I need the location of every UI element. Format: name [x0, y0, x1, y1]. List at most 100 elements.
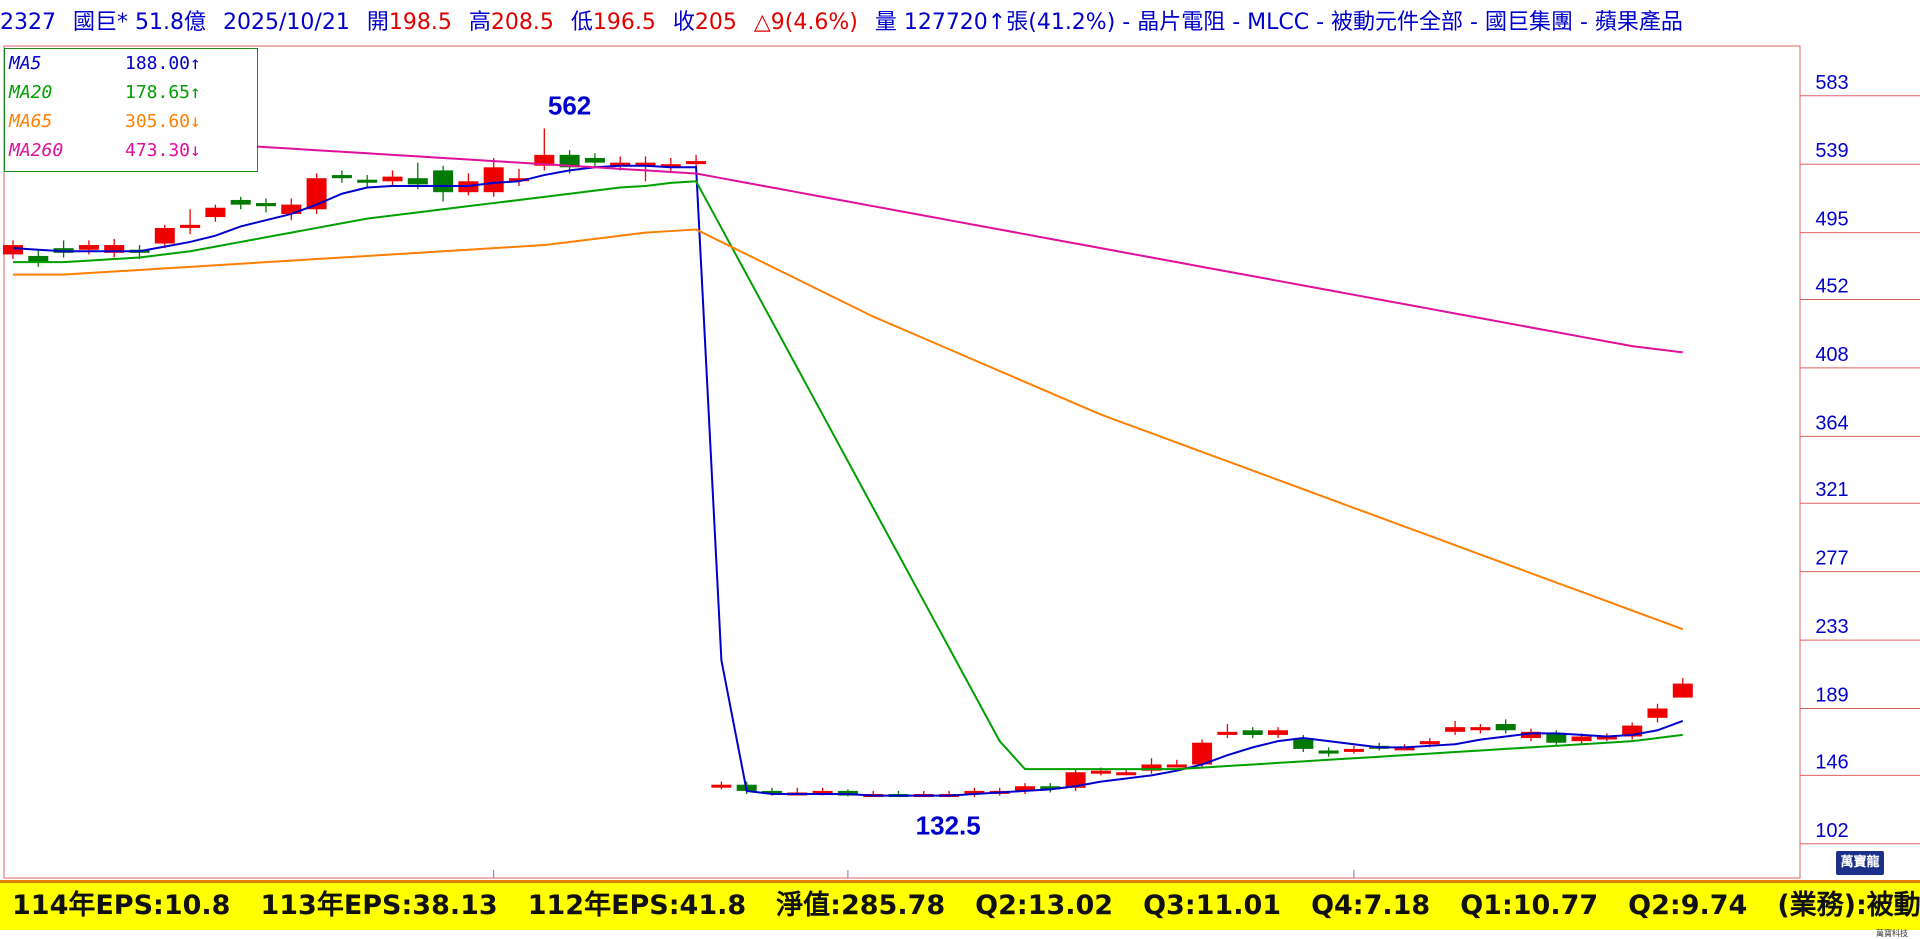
candle: [1318, 747, 1339, 757]
legend-value: 473.30↓: [125, 140, 201, 161]
y-tick-label: 189: [1815, 684, 1848, 706]
high-label: 高: [468, 10, 491, 35]
candle: [433, 165, 454, 202]
candle-body: [28, 255, 49, 263]
candle: [509, 168, 529, 186]
open-label: 開: [366, 10, 389, 35]
candle-body: [762, 790, 782, 794]
volume: 量 127720↑張(41.2%): [874, 10, 1116, 35]
credit-text: 萬寶科技: [1876, 929, 1908, 938]
candle: [281, 198, 302, 221]
legend-item-ma20: MA20 178.65↑: [5, 78, 257, 107]
open-price: 198.5: [388, 10, 452, 35]
candle: [1495, 719, 1516, 734]
candle: [331, 170, 352, 183]
ma-line-ma65: [13, 228, 1684, 631]
candle-body: [635, 162, 656, 166]
legend-value: 178.65↑: [125, 82, 201, 103]
y-tick-label: 583: [1815, 72, 1848, 94]
legend-item-ma65: MA65 305.60↓: [5, 107, 257, 136]
candle-body: [1192, 742, 1213, 765]
candle-body: [660, 164, 681, 168]
candle-body: [1040, 786, 1061, 790]
candle-body: [559, 154, 580, 168]
candle-body: [1343, 748, 1364, 752]
candle-body: [1419, 741, 1440, 745]
candle-body: [1571, 736, 1592, 742]
candle-body: [180, 224, 201, 228]
footer-item: (業務):被動元件、: [1777, 890, 1920, 921]
candle-body: [154, 227, 175, 244]
stock-code: 2327: [0, 10, 56, 35]
candle-body: [1647, 708, 1668, 718]
candle-body: [534, 154, 555, 166]
candle-body: [1445, 727, 1466, 732]
ma-line-ma20: [13, 180, 1683, 771]
candle-body: [711, 784, 732, 788]
eps-bar: 114年EPS:10.8 113年EPS:38.13 112年EPS:41.8 淨值:…: [0, 880, 1920, 930]
candle-body: [1015, 786, 1035, 791]
y-tick-label: 233: [1815, 616, 1848, 638]
legend-value: 188.00↑: [125, 53, 201, 74]
candle: [1242, 727, 1263, 739]
legend-name: MA260: [9, 140, 64, 161]
y-tick-label: 452: [1815, 275, 1848, 297]
candle: [3, 240, 23, 260]
candle-body: [1268, 730, 1288, 735]
candle-body: [1318, 750, 1339, 754]
candle-body: [1394, 747, 1415, 751]
footer-item: 淨值:285.78: [776, 890, 946, 921]
y-tick-label: 277: [1815, 548, 1848, 570]
brand-logo: 萬寶龍: [1836, 851, 1884, 875]
candle-body: [1672, 683, 1693, 698]
legend-name: MA65: [9, 111, 53, 132]
footer-item: Q3:11.01: [1143, 890, 1282, 921]
candle-body: [256, 203, 276, 207]
candle: [407, 162, 428, 190]
high-price: 208.5: [490, 10, 554, 35]
legend-item-ma260: MA260 473.30↓: [5, 136, 257, 165]
plot-frame: [3, 45, 1801, 879]
candle: [1015, 783, 1035, 795]
y-tick-label: 146: [1815, 751, 1848, 773]
candle-body: [1495, 724, 1516, 731]
candle: [205, 204, 226, 222]
y-tick-label: 364: [1815, 412, 1848, 434]
candle: [154, 224, 175, 249]
ma-legend: MA5 188.00↑ MA20 178.65↑ MA65 305.60↓ MA260 473…: [4, 48, 258, 172]
candle: [53, 240, 74, 258]
stock-name: 國巨*: [73, 10, 129, 35]
candle: [1445, 720, 1466, 735]
candle-body: [1546, 733, 1567, 743]
legend-name: MA5: [9, 53, 42, 74]
candle-body: [382, 176, 403, 182]
legend-item-ma5: MA5 188.00↑: [5, 49, 257, 78]
candle: [1116, 769, 1137, 776]
candle-body: [1242, 730, 1263, 735]
price-annotation: 132.5: [916, 810, 981, 840]
candle: [1166, 759, 1187, 768]
candle: [660, 157, 681, 172]
candle-body: [1596, 736, 1617, 740]
candle-body: [483, 167, 504, 193]
price-chart[interactable]: 583 539 495 452 408 364 321 277 233 189 146 102 562 1…: [0, 42, 1920, 880]
price-change: △9(4.6%): [753, 10, 858, 35]
ma-line-ma5: [12, 164, 1684, 797]
candle: [584, 153, 605, 168]
candle: [1521, 728, 1541, 742]
candle: [180, 209, 201, 235]
industry-tags: - 晶片電阻 - MLCC - 被動元件全部 - 國巨集團 - 蘋果產品: [1122, 10, 1683, 35]
candle-body: [584, 157, 605, 163]
footer-item: Q1:10.77: [1460, 890, 1599, 921]
candle-body: [1293, 738, 1314, 749]
candle: [635, 156, 656, 182]
candle: [1672, 678, 1693, 698]
candle-body: [1166, 764, 1187, 768]
footer-item: Q2:9.74: [1628, 890, 1748, 921]
footer-item: 112年EPS:41.8: [527, 890, 747, 921]
candle: [1217, 724, 1238, 739]
close-price: 205: [694, 10, 737, 35]
candle: [1192, 739, 1213, 768]
y-tick-label: 408: [1815, 344, 1848, 366]
quote-header: 2327 國巨* 51.8億 2025/10/21 開198.5 高208.5 …: [0, 0, 1920, 46]
